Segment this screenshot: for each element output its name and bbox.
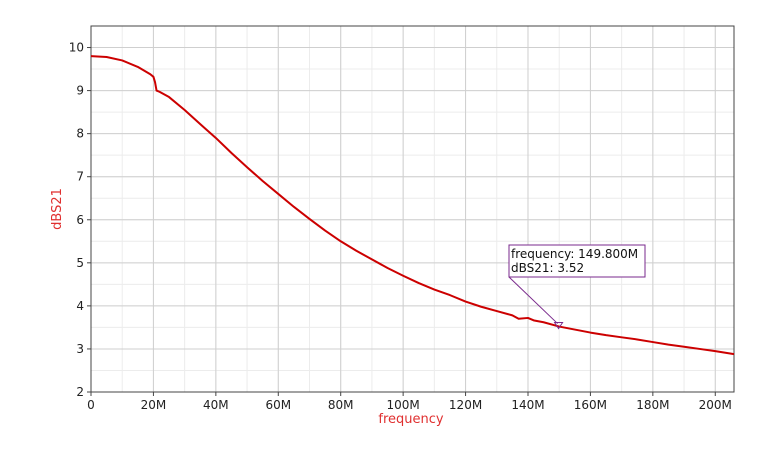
x-tick-label: 80M: [328, 398, 354, 412]
x-tick-label: 60M: [265, 398, 291, 412]
x-axis: 0 20M 40M 60M 80M 100M 120M 140M 160M 180M 200M: [87, 392, 732, 412]
plot-frame: [90, 25, 735, 393]
plot-background: [91, 26, 734, 392]
x-tick-label: 180M: [636, 398, 669, 412]
y-tick-label: 7: [76, 170, 84, 184]
marker-readout-box[interactable]: [508, 244, 646, 278]
y-tick-label: 9: [76, 84, 84, 98]
y-tick-label: 6: [76, 213, 84, 227]
marker-readout-line: frequency: 149.800M: [511, 247, 638, 261]
x-tick-label: 20M: [141, 398, 167, 412]
y-tick-label: 4: [76, 299, 84, 313]
x-tick-label: 100M: [387, 398, 420, 412]
x-tick-label: 140M: [511, 398, 544, 412]
x-tick-label: 0: [87, 398, 95, 412]
y-axis: 2 3 4 5 6 7 8 9 10: [69, 41, 91, 399]
x-tick-label: 160M: [574, 398, 607, 412]
x-tick-label: 120M: [449, 398, 482, 412]
marker-triangle[interactable]: [553, 322, 564, 330]
x-axis-title: frequency: [378, 412, 444, 427]
series-layer: [90, 55, 735, 356]
marker-leader-line: [508, 276, 558, 324]
y-tick-label: 3: [76, 342, 84, 356]
y-tick-label: 5: [76, 256, 84, 270]
y-axis-title: dBS21: [50, 188, 65, 230]
x-tick-label: 40M: [203, 398, 229, 412]
marker-readout-line: dBS21: 3.52: [511, 261, 584, 275]
series-line: [90, 55, 735, 356]
x-tick-label: 200M: [699, 398, 732, 412]
y-tick-label: 10: [69, 41, 84, 55]
y-tick-label: 2: [76, 385, 84, 399]
y-tick-label: 8: [76, 127, 84, 141]
